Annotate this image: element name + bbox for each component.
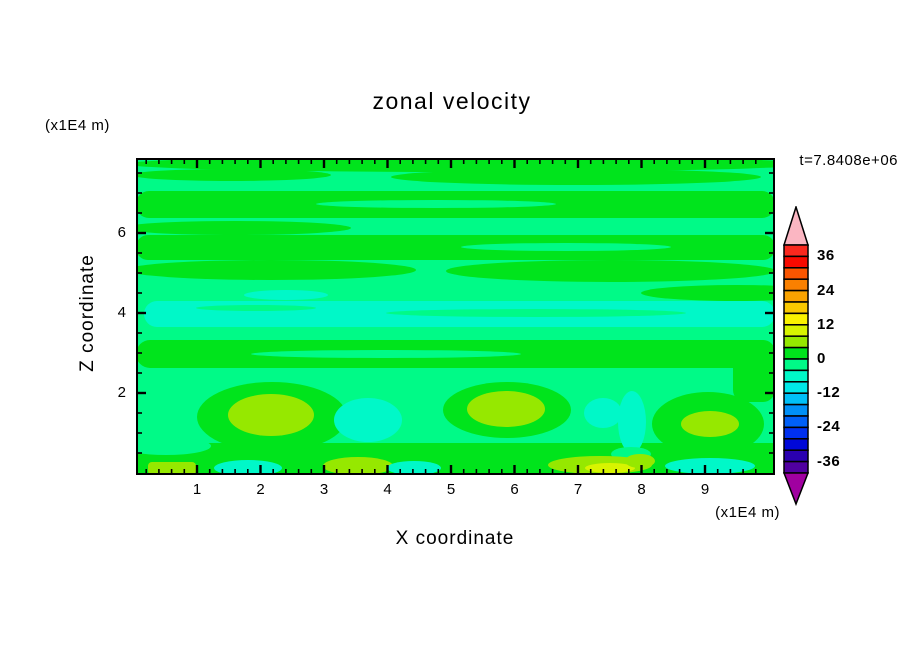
contour-region xyxy=(585,463,635,473)
x-axis-title: X coordinate xyxy=(395,528,515,549)
contour-region xyxy=(244,290,328,300)
contour-region xyxy=(391,169,761,185)
contour-region xyxy=(228,394,314,436)
colorbar-segment xyxy=(783,312,809,326)
contour-region xyxy=(733,340,775,402)
colorbar-label: 0 xyxy=(817,350,826,367)
contour-region xyxy=(665,458,755,474)
x-tick-label: 7 xyxy=(573,481,583,498)
colorbar-segment xyxy=(783,301,809,315)
contour-region xyxy=(136,235,775,260)
x-tick-label: 2 xyxy=(256,481,265,498)
colorbar-under-arrow xyxy=(783,472,809,506)
x-tick-label: 9 xyxy=(700,481,710,498)
contour-region xyxy=(196,305,316,311)
colorbar-segment xyxy=(783,392,809,406)
colorbar-segment xyxy=(783,278,809,292)
colorbar-segment xyxy=(783,415,809,429)
timestamp-label: t=7.8408e+06 xyxy=(799,152,898,169)
contour-region xyxy=(584,398,622,428)
contour-region xyxy=(251,350,521,358)
colorbar-segment xyxy=(783,255,809,269)
colorbar-segment xyxy=(783,381,809,394)
x-tick-label: 3 xyxy=(319,481,329,498)
colorbar-label: -12 xyxy=(817,384,841,402)
contour-region xyxy=(136,260,416,280)
colorbar-segment xyxy=(783,438,809,451)
y-tick-label: 2 xyxy=(117,384,126,401)
contour-region xyxy=(386,309,686,317)
colorbar-segment xyxy=(783,324,809,337)
contour-plot xyxy=(136,158,775,475)
y-tick-label: 6 xyxy=(117,224,126,241)
contour-region xyxy=(625,454,655,468)
plot-title: zonal velocity xyxy=(372,88,532,114)
contour-region xyxy=(136,158,775,172)
colorbar-segment xyxy=(783,346,809,360)
colorbar-segment xyxy=(783,289,809,303)
colorbar-segment xyxy=(783,369,809,383)
colorbar xyxy=(783,206,809,506)
contour-region xyxy=(681,411,739,437)
x-tick-label: 1 xyxy=(192,481,202,498)
colorbar-label: -36 xyxy=(817,452,841,470)
contour-region xyxy=(446,260,775,282)
colorbar-segment xyxy=(783,358,809,372)
contour-region xyxy=(467,391,545,427)
contour-region xyxy=(334,398,402,442)
contour-region xyxy=(214,460,282,475)
contour-region xyxy=(618,391,646,453)
contour-region xyxy=(136,169,331,181)
x-tick-label: 5 xyxy=(446,481,456,498)
colorbar-label: 24 xyxy=(817,281,835,299)
contour-region xyxy=(387,461,441,475)
contour-region xyxy=(136,437,211,455)
colorbar-label: -24 xyxy=(817,418,841,436)
colorbar-over-arrow xyxy=(783,206,809,246)
x-tick-label: 6 xyxy=(510,481,519,498)
colorbar-segment xyxy=(783,244,809,258)
x-axis-unit-label: (x1E4 m) xyxy=(715,504,780,521)
contour-region xyxy=(461,243,671,251)
colorbar-label: 12 xyxy=(817,315,835,333)
contour-region xyxy=(323,457,393,475)
colorbar-segment xyxy=(783,449,809,463)
contour-region xyxy=(136,221,351,235)
contour-region xyxy=(316,200,556,208)
colorbar-segment xyxy=(783,460,809,474)
colorbar-segment xyxy=(783,335,809,349)
contour-region xyxy=(641,285,775,301)
plot-frame xyxy=(136,158,775,475)
y-tick-label: 4 xyxy=(117,304,126,321)
y-axis-title: Z coordinate xyxy=(77,254,98,372)
colorbar-segment xyxy=(783,403,809,417)
colorbar-segment xyxy=(783,426,809,440)
x-tick-label: 4 xyxy=(383,481,392,498)
colorbar-label: 36 xyxy=(817,247,835,265)
colorbar-segment xyxy=(783,267,809,280)
x-tick-label: 8 xyxy=(637,481,646,498)
y-axis-unit-label: (x1E4 m) xyxy=(45,117,110,134)
